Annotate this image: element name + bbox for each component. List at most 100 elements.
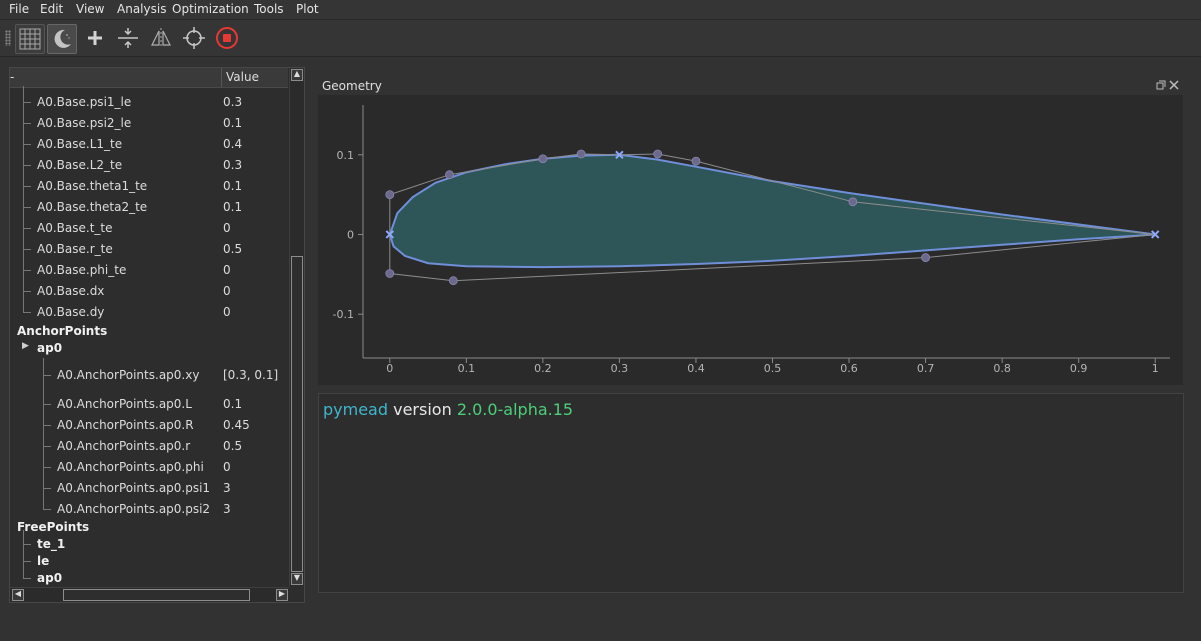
float-window-icon <box>1156 80 1166 90</box>
tree-param-value[interactable]: 0.5 <box>223 439 243 453</box>
tree-branch-line <box>23 578 31 579</box>
tree-param-value[interactable]: 0.3 <box>223 158 243 172</box>
tree-param-value[interactable]: 0 <box>223 263 231 277</box>
menu-tools[interactable]: Tools <box>254 2 284 16</box>
scroll-left-button[interactable]: ◀ <box>12 589 24 601</box>
split-button[interactable] <box>114 24 142 52</box>
tree-header: - Value <box>10 68 288 88</box>
tree-param-value[interactable]: 3 <box>223 502 231 516</box>
tree-param-value[interactable]: 0.1 <box>223 179 243 193</box>
tree-param-name[interactable]: A0.AnchorPoints.ap0.xy <box>57 368 200 382</box>
tree-param-name[interactable]: A0.AnchorPoints.ap0.L <box>57 397 192 411</box>
console-panel[interactable]: pymead version 2.0.0-alpha.15 <box>318 393 1184 593</box>
console-app-name: pymead <box>323 400 389 419</box>
menu-edit[interactable]: Edit <box>40 2 64 16</box>
x-tick-label: 0.9 <box>1070 362 1088 375</box>
crosshair-button[interactable] <box>180 24 208 52</box>
dark-mode-button[interactable] <box>47 24 77 54</box>
tree-param-name[interactable]: A0.Base.L1_te <box>37 137 123 151</box>
tree-param-value[interactable]: 0 <box>223 284 231 298</box>
expand-arrow-icon[interactable]: ▶ <box>22 341 29 351</box>
control-point <box>448 276 458 286</box>
tree-param-value[interactable]: 0.4 <box>223 137 243 151</box>
tree-param-name[interactable]: A0.Base.theta2_te <box>37 200 148 214</box>
x-tick-label: 0.1 <box>458 362 476 375</box>
tree-branch-line <box>43 375 51 376</box>
geometry-plot[interactable]: 0 0.1 0.2 0.3 0.4 0.5 0.6 0.7 0.8 0.9 1 0.1 0 -0.1 <box>318 95 1183 385</box>
toolbar-grip-handle[interactable] <box>5 30 11 46</box>
vertical-scrollbar[interactable]: ▲ ▼ <box>289 68 304 586</box>
tree-param-value[interactable]: 0.3 <box>223 95 243 109</box>
tree-param-value[interactable]: 0.1 <box>223 397 243 411</box>
tree-branch-line <box>23 86 24 312</box>
tree-param-name[interactable]: A0.Base.t_te <box>37 221 113 235</box>
tree-param-name[interactable]: A0.AnchorPoints.ap0.phi <box>57 460 204 474</box>
horizontal-scroll-thumb[interactable] <box>63 589 250 601</box>
menu-optimization[interactable]: Optimization <box>172 2 249 16</box>
tree-param-name[interactable]: A0.AnchorPoints.ap0.R <box>57 418 194 432</box>
control-point <box>538 154 548 164</box>
tree-param-value[interactable]: [0.3, 0.1] <box>223 368 279 382</box>
tree-branch-line <box>23 186 31 187</box>
tree-param-name[interactable]: A0.Base.r_te <box>37 242 113 256</box>
tree-param-name[interactable]: A0.AnchorPoints.ap0.r <box>57 439 191 453</box>
tree-group-label[interactable]: AnchorPoints <box>17 324 108 338</box>
tree-param-name[interactable]: A0.Base.dy <box>37 305 105 319</box>
stop-button[interactable] <box>213 24 241 52</box>
tree-column-name-header[interactable]: - <box>10 70 15 84</box>
mirror-button[interactable] <box>147 24 175 52</box>
tree-param-value[interactable]: 0.1 <box>223 116 243 130</box>
tree-group-label[interactable]: ap0 <box>37 571 63 585</box>
tree-group-label[interactable]: te_1 <box>37 537 66 551</box>
console-version-line: pymead version 2.0.0-alpha.15 <box>323 400 573 419</box>
tree-param-value[interactable]: 0 <box>223 221 231 235</box>
scroll-right-button[interactable]: ▶ <box>276 589 288 601</box>
tree-param-name[interactable]: A0.Base.theta1_te <box>37 179 148 193</box>
tree-param-value[interactable]: 0.1 <box>223 200 243 214</box>
tree-param-value[interactable]: 0.45 <box>223 418 250 432</box>
scroll-down-button[interactable]: ▼ <box>291 573 303 585</box>
tree-branch-line <box>43 509 51 510</box>
tree-branch-line <box>23 270 31 271</box>
horizontal-scrollbar[interactable]: ◀ ▶ <box>10 587 289 602</box>
menu-plot[interactable]: Plot <box>296 2 319 16</box>
tree-branch-line <box>23 228 31 229</box>
tree-param-value[interactable]: 0 <box>223 460 231 474</box>
console-version-word: version <box>393 400 452 419</box>
add-plus-icon <box>88 31 102 45</box>
add-button[interactable] <box>81 24 109 52</box>
control-point <box>445 170 454 180</box>
tree-param-name[interactable]: A0.Base.psi2_le <box>37 116 132 130</box>
menu-file[interactable]: File <box>9 2 30 16</box>
tree-branch-line <box>23 249 31 250</box>
grid-toggle-button[interactable] <box>15 24 45 54</box>
tree-branch-line <box>23 165 31 166</box>
tree-param-name[interactable]: A0.Base.L2_te <box>37 158 123 172</box>
tree-param-value[interactable]: 0.5 <box>223 242 243 256</box>
crosshair-target-icon <box>183 27 205 49</box>
tree-group-label[interactable]: FreePoints <box>17 520 90 534</box>
menu-view[interactable]: View <box>76 2 105 16</box>
tree-param-value[interactable]: 3 <box>223 481 231 495</box>
tree-param-name[interactable]: A0.Base.phi_te <box>37 263 127 277</box>
scroll-up-button[interactable]: ▲ <box>291 69 303 81</box>
tree-group-label[interactable]: ap0 <box>37 341 63 355</box>
tree-branch-line <box>23 561 31 562</box>
x-tick-label: 0 <box>386 362 393 375</box>
tree-param-name[interactable]: A0.Base.dx <box>37 284 105 298</box>
tree-param-name[interactable]: A0.Base.psi1_le <box>37 95 132 109</box>
dock-float-button[interactable] <box>1156 79 1166 90</box>
tree-param-name[interactable]: A0.AnchorPoints.ap0.psi2 <box>57 502 211 516</box>
tree-param-name[interactable]: A0.AnchorPoints.ap0.psi1 <box>57 481 211 495</box>
menu-analysis[interactable]: Analysis <box>117 2 167 16</box>
control-point <box>576 149 586 159</box>
tree-branch-line <box>43 404 51 405</box>
tree-param-value[interactable]: 0 <box>223 305 231 319</box>
tree-column-value-header[interactable]: Value <box>226 70 259 84</box>
column-separator[interactable] <box>221 68 222 87</box>
dock-close-button[interactable] <box>1169 79 1179 90</box>
geometry-plot-area[interactable]: 0 0.1 0.2 0.3 0.4 0.5 0.6 0.7 0.8 0.9 1 0.1 0 -0.1 <box>318 95 1183 385</box>
tree-group-label[interactable]: le <box>37 554 50 568</box>
tree-branch-line <box>23 102 31 103</box>
vertical-scroll-thumb[interactable] <box>291 256 303 572</box>
